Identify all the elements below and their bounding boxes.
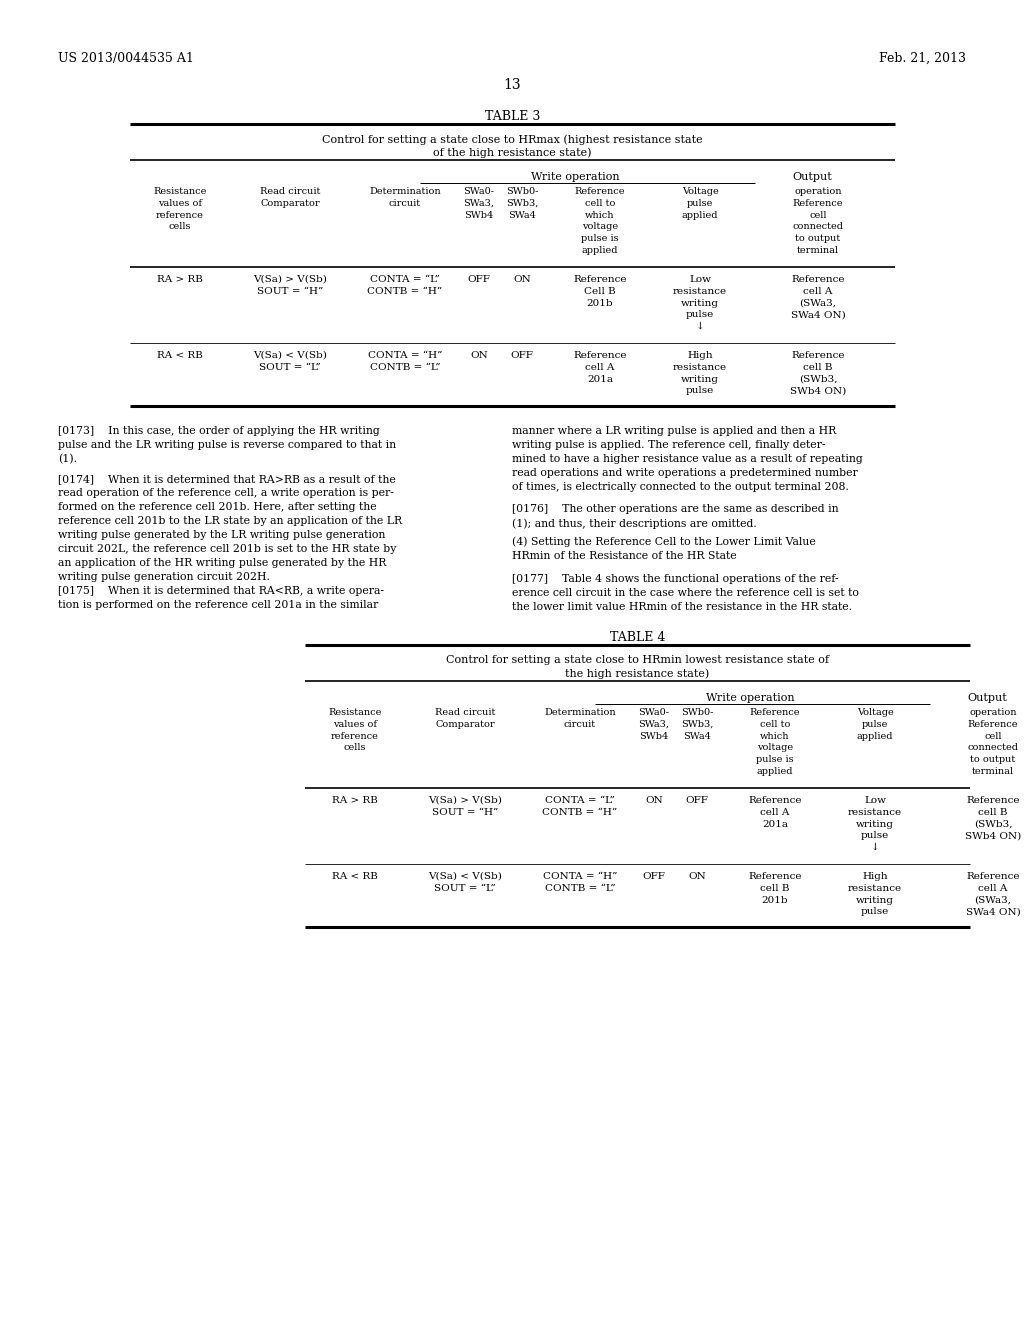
Text: [0176]    The other operations are the same as described in
(1); and thus, their: [0176] The other operations are the same… (512, 504, 839, 529)
Text: the high resistance state): the high resistance state) (565, 668, 710, 678)
Text: Low
resistance
writing
pulse
↓: Low resistance writing pulse ↓ (848, 796, 902, 853)
Text: of the high resistance state): of the high resistance state) (433, 147, 592, 157)
Text: ON: ON (470, 351, 487, 360)
Text: operation
Reference
cell
connected
to output
terminal: operation Reference cell connected to ou… (968, 708, 1019, 776)
Text: OFF: OFF (468, 275, 490, 284)
Text: ON: ON (513, 275, 530, 284)
Text: OFF: OFF (643, 873, 666, 880)
Text: Resistance
values of
reference
cells: Resistance values of reference cells (329, 708, 382, 752)
Text: Reference
cell A
201a: Reference cell A 201a (749, 796, 802, 829)
Text: TABLE 3: TABLE 3 (484, 110, 541, 123)
Text: CONTA = “L”
CONTB = “H”: CONTA = “L” CONTB = “H” (543, 796, 617, 817)
Text: High
resistance
writing
pulse: High resistance writing pulse (848, 873, 902, 916)
Text: [0177]    Table 4 shows the functional operations of the ref-
erence cell circui: [0177] Table 4 shows the functional oper… (512, 574, 859, 612)
Text: ON: ON (645, 796, 663, 805)
Text: V(Sa) < V(Sb)
SOUT = “L”: V(Sa) < V(Sb) SOUT = “L” (253, 351, 327, 372)
Text: Reference
cell to
which
voltage
pulse is
applied: Reference cell to which voltage pulse is… (750, 708, 800, 776)
Text: V(Sa) > V(Sb)
SOUT = “H”: V(Sa) > V(Sb) SOUT = “H” (253, 275, 327, 296)
Text: SWa0-
SWa3,
SWb4: SWa0- SWa3, SWb4 (639, 708, 670, 741)
Text: Reference
Cell B
201b: Reference Cell B 201b (573, 275, 627, 308)
Text: (4) Setting the Reference Cell to the Lower Limit Value
HRmin of the Resistance : (4) Setting the Reference Cell to the Lo… (512, 536, 816, 561)
Text: Write operation: Write operation (706, 693, 795, 704)
Text: Output: Output (793, 172, 831, 182)
Text: operation
Reference
cell
connected
to output
terminal: operation Reference cell connected to ou… (793, 187, 844, 255)
Text: High
resistance
writing
pulse: High resistance writing pulse (673, 351, 727, 396)
Text: CONTA = “L”
CONTB = “H”: CONTA = “L” CONTB = “H” (368, 275, 442, 296)
Text: Voltage
pulse
applied: Voltage pulse applied (857, 708, 893, 741)
Text: OFF: OFF (685, 796, 709, 805)
Text: Reference
cell B
(SWb3,
SWb4 ON): Reference cell B (SWb3, SWb4 ON) (790, 351, 846, 396)
Text: OFF: OFF (511, 351, 534, 360)
Text: SWa0-
SWa3,
SWb4: SWa0- SWa3, SWb4 (464, 187, 495, 219)
Text: V(Sa) < V(Sb)
SOUT = “L”: V(Sa) < V(Sb) SOUT = “L” (428, 873, 502, 892)
Text: SWb0-
SWb3,
SWa4: SWb0- SWb3, SWa4 (506, 187, 539, 219)
Text: RA < RB: RA < RB (332, 873, 378, 880)
Text: 13: 13 (503, 78, 521, 92)
Text: Reference
cell A
201a: Reference cell A 201a (573, 351, 627, 384)
Text: Reference
cell B
(SWb3,
SWb4 ON): Reference cell B (SWb3, SWb4 ON) (965, 796, 1021, 841)
Text: manner where a LR writing pulse is applied and then a HR
writing pulse is applie: manner where a LR writing pulse is appli… (512, 426, 863, 492)
Text: Read circuit
Comparator: Read circuit Comparator (435, 708, 496, 729)
Text: Reference
cell A
(SWa3,
SWa4 ON): Reference cell A (SWa3, SWa4 ON) (791, 275, 846, 319)
Text: CONTA = “H”
CONTB = “L”: CONTA = “H” CONTB = “L” (368, 351, 442, 372)
Text: Low
resistance
writing
pulse
↓: Low resistance writing pulse ↓ (673, 275, 727, 331)
Text: RA > RB: RA > RB (332, 796, 378, 805)
Text: Resistance
values of
reference
cells: Resistance values of reference cells (154, 187, 207, 231)
Text: Read circuit
Comparator: Read circuit Comparator (260, 187, 321, 207)
Text: RA > RB: RA > RB (157, 275, 203, 284)
Text: Output: Output (967, 693, 1007, 704)
Text: Control for setting a state close to HRmin lowest resistance state of: Control for setting a state close to HRm… (446, 655, 829, 665)
Text: Control for setting a state close to HRmax (highest resistance state: Control for setting a state close to HRm… (323, 135, 702, 145)
Text: SWb0-
SWb3,
SWa4: SWb0- SWb3, SWa4 (681, 708, 713, 741)
Text: Reference
cell B
201b: Reference cell B 201b (749, 873, 802, 904)
Text: [0173]    In this case, the order of applying the HR writing
pulse and the LR wr: [0173] In this case, the order of applyi… (58, 426, 396, 465)
Text: US 2013/0044535 A1: US 2013/0044535 A1 (58, 51, 194, 65)
Text: CONTA = “H”
CONTB = “L”: CONTA = “H” CONTB = “L” (543, 873, 617, 892)
Text: Determination
circuit: Determination circuit (370, 187, 440, 207)
Text: V(Sa) > V(Sb)
SOUT = “H”: V(Sa) > V(Sb) SOUT = “H” (428, 796, 502, 817)
Text: TABLE 4: TABLE 4 (610, 631, 666, 644)
Text: ON: ON (688, 873, 706, 880)
Text: Feb. 21, 2013: Feb. 21, 2013 (879, 51, 966, 65)
Text: [0174]    When it is determined that RA>RB as a result of the
read operation of : [0174] When it is determined that RA>RB … (58, 474, 402, 582)
Text: Write operation: Write operation (530, 172, 620, 182)
Text: RA < RB: RA < RB (157, 351, 203, 360)
Text: Reference
cell to
which
voltage
pulse is
applied: Reference cell to which voltage pulse is… (574, 187, 626, 255)
Text: Determination
circuit: Determination circuit (544, 708, 615, 729)
Text: Reference
cell A
(SWa3,
SWa4 ON): Reference cell A (SWa3, SWa4 ON) (966, 873, 1020, 916)
Text: [0175]    When it is determined that RA<RB, a write opera-
tion is performed on : [0175] When it is determined that RA<RB,… (58, 586, 384, 610)
Text: Voltage
pulse
applied: Voltage pulse applied (682, 187, 719, 219)
